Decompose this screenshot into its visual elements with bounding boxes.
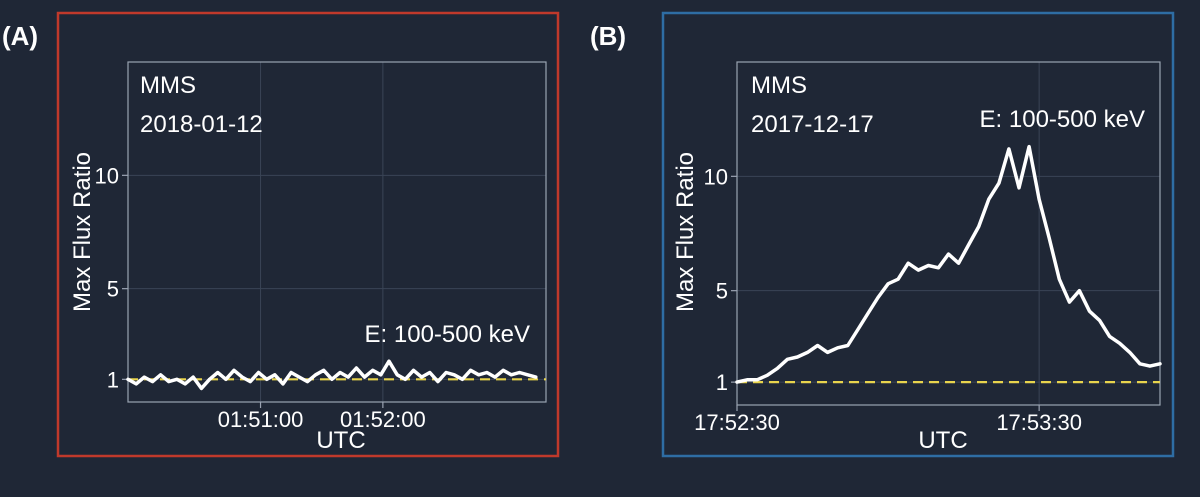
panel-b-series-line: [735, 144, 1162, 384]
panel-a-date: 2018-01-12: [140, 111, 263, 138]
panel-b-ytick-label: 1: [716, 370, 728, 395]
panel-b-ylabel: Max Flux Ratio: [672, 152, 699, 312]
panel-a-axes-box: [127, 61, 547, 403]
panel-b-plot: 1 5 10 17:52:30 17:53:30: [694, 61, 1162, 435]
panel-a-frame: [56, 11, 560, 458]
panel-a-series-line: [126, 359, 538, 391]
panel-a-xlabel: UTC: [316, 427, 365, 454]
panel-a-ylabel: Max Flux Ratio: [69, 152, 96, 312]
panel-a-mission: MMS: [140, 72, 196, 99]
panel-b-ytick-label: 5: [716, 279, 728, 304]
panel-b-xtick-label: 17:53:30: [996, 410, 1082, 435]
panel-b-ytick-label: 10: [704, 164, 728, 189]
panel-a-label: (A): [2, 21, 38, 51]
panel-a-ytick-label: 5: [107, 277, 119, 302]
panel-a-ytick-label: 10: [95, 163, 119, 188]
panel-b-mission: MMS: [751, 72, 807, 99]
panel-a-xtick-label: 01:51:00: [218, 407, 304, 432]
panel-b-date: 2017-12-17: [751, 111, 874, 138]
panel-b-frame: [661, 11, 1175, 458]
panel-a-ytick-label: 1: [107, 367, 119, 392]
panel-a-plot: 1 5 10 01:51:00 01:52:00: [95, 61, 547, 432]
panel-a-energy: E: 100-500 keV: [365, 321, 530, 348]
panel-b-xlabel: UTC: [918, 427, 967, 454]
panel-b-label: (B): [590, 21, 626, 51]
panel-b-energy: E: 100-500 keV: [980, 106, 1145, 133]
panel-b-axes-box: [736, 61, 1161, 406]
panel-b-xtick-label: 17:52:30: [694, 410, 780, 435]
panel-a-xtick-label: 01:52:00: [340, 407, 426, 432]
